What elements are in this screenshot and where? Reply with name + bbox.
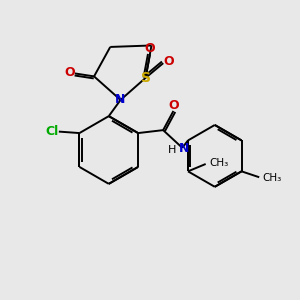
Text: CH₃: CH₃ [209, 158, 229, 168]
Text: S: S [141, 71, 151, 85]
Text: O: O [168, 99, 179, 112]
Text: Cl: Cl [46, 124, 59, 137]
Text: O: O [145, 42, 155, 55]
Text: N: N [178, 142, 189, 155]
Text: CH₃: CH₃ [263, 173, 282, 183]
Text: N: N [115, 93, 125, 106]
Text: O: O [64, 66, 75, 80]
Text: H: H [168, 145, 176, 155]
Text: O: O [163, 55, 174, 68]
